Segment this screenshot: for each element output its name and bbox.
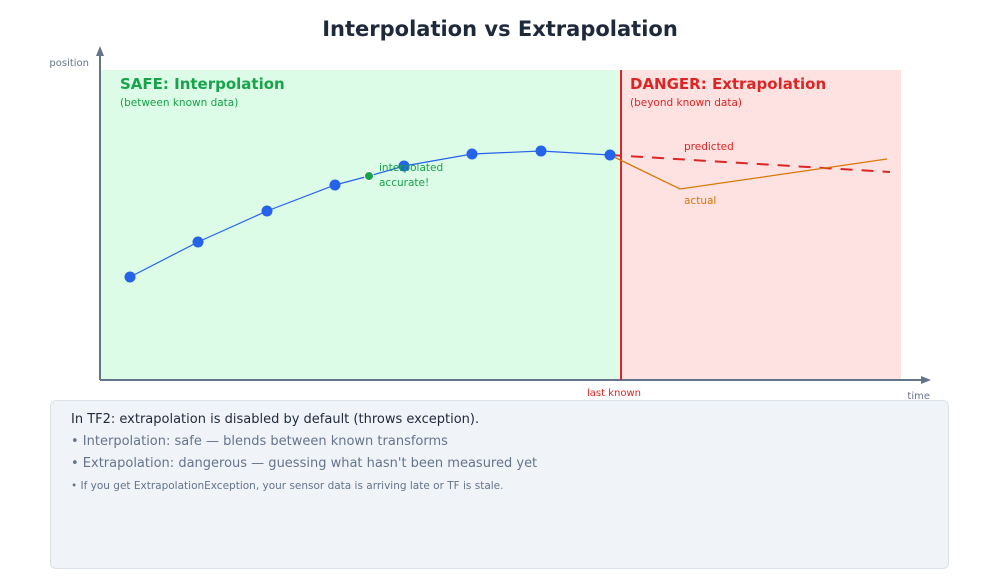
x-axis-label: time <box>907 391 930 402</box>
known-point <box>398 160 410 172</box>
danger-zone-title: DANGER: Extrapolation <box>630 75 826 93</box>
note-bullet: • If you get ExtrapolationException, you… <box>71 480 504 492</box>
info-note: In TF2: extrapolation is disabled by def… <box>50 400 949 569</box>
predicted-line <box>609 154 891 173</box>
accurate-label: accurate! <box>379 177 429 189</box>
safe-zone-subtitle: (between known data) <box>120 97 238 109</box>
safe-zone-title: SAFE: Interpolation <box>120 75 285 93</box>
predicted-label: predicted <box>684 141 734 153</box>
known-point <box>329 179 341 191</box>
known-point <box>192 236 204 248</box>
diagram-title: Interpolation vs Extrapolation <box>322 17 678 41</box>
x-axis-arrow-icon <box>921 376 931 384</box>
danger-zone-subtitle: (beyond known data) <box>630 97 742 109</box>
y-axis-arrow-icon <box>96 46 104 56</box>
interpolated-point <box>364 171 374 181</box>
note-bullet: • Interpolation: safe — blends between k… <box>71 434 448 449</box>
safe-zone <box>101 70 621 380</box>
interpolated-label: interpolated <box>379 162 443 174</box>
y-axis-label: position <box>49 58 89 69</box>
known-point <box>124 271 136 283</box>
last-known-label: last known <box>587 388 641 399</box>
known-point <box>466 148 478 160</box>
known-point <box>535 145 547 157</box>
actual-line <box>609 154 888 190</box>
note-bullet: • Extrapolation: dangerous — guessing wh… <box>71 456 538 471</box>
known-point <box>261 205 273 217</box>
actual-label: actual <box>684 195 716 207</box>
known-point <box>604 149 616 161</box>
note-heading: In TF2: extrapolation is disabled by def… <box>71 412 480 427</box>
danger-zone <box>621 70 901 380</box>
